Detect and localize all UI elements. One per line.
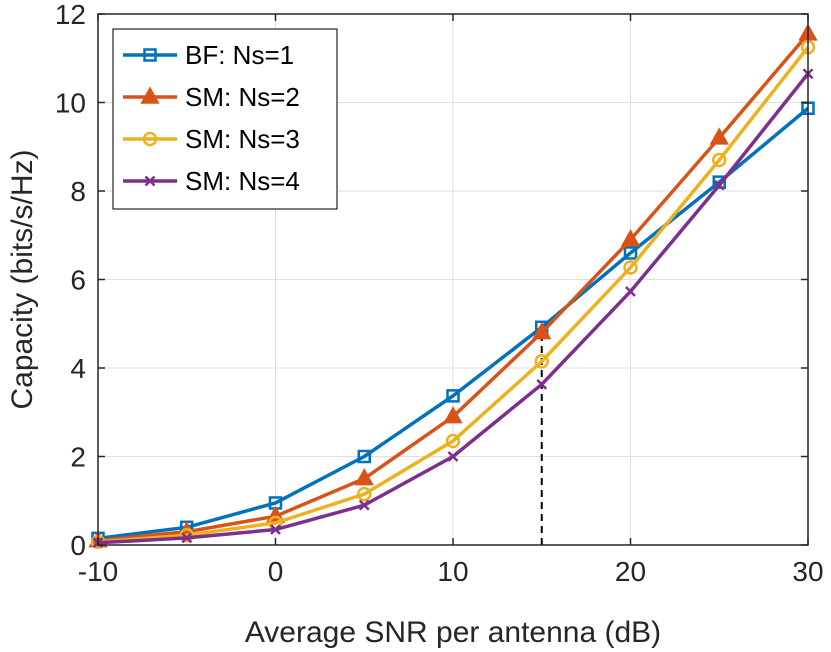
data-point — [625, 286, 636, 297]
data-point — [181, 532, 193, 544]
y-tick-label: 6 — [70, 265, 86, 296]
data-point — [709, 127, 729, 145]
data-point — [532, 322, 552, 340]
legend-marker — [142, 131, 158, 147]
legend-label: SM: Ns=2 — [185, 82, 300, 112]
data-point — [443, 406, 463, 424]
legend-label: SM: Ns=3 — [185, 124, 300, 154]
series-line — [97, 46, 810, 544]
legend-marker — [144, 175, 156, 187]
y-tick-label: 12 — [55, 0, 86, 30]
data-point — [446, 389, 460, 403]
y-tick-label: 10 — [55, 88, 86, 119]
x-tick-label: 10 — [437, 556, 468, 587]
legend-item: SM: Ns=3 — [123, 124, 300, 154]
y-axis-title: Capacity (bits/s/Hz) — [6, 149, 39, 409]
data-point — [623, 260, 638, 275]
data-point — [712, 152, 727, 168]
x-tick-label: 20 — [615, 556, 646, 587]
data-point — [445, 433, 461, 449]
data-point — [354, 468, 374, 486]
series-line — [97, 106, 810, 541]
x-tick-label: 0 — [268, 556, 284, 587]
data-point — [536, 378, 548, 390]
data-point — [270, 524, 281, 535]
legend-label: BF: Ns=1 — [185, 40, 294, 70]
legend-item: SM: Ns=4 — [123, 166, 300, 196]
legend: BF: Ns=1 SM: Ns=2 SM: Ns=3 SM: Ns=4 — [112, 28, 338, 210]
legend-label: SM: Ns=4 — [185, 166, 300, 196]
data-point — [534, 354, 549, 369]
data-point — [357, 449, 371, 464]
data-point — [358, 499, 370, 511]
y-tick-label: 8 — [70, 176, 86, 207]
y-tick-label: 4 — [70, 353, 86, 384]
data-point — [623, 246, 638, 260]
legend-item: SM: Ns=2 — [123, 82, 300, 112]
x-tick-label: -10 — [78, 556, 118, 587]
y-tick-label: 0 — [70, 530, 86, 561]
data-point — [179, 528, 194, 543]
data-point — [620, 229, 641, 247]
x-tick-label: 30 — [792, 556, 823, 587]
legend-marker — [143, 48, 157, 62]
series-layer — [88, 23, 818, 550]
y-tick-label: 2 — [70, 442, 86, 473]
legend-item: BF: Ns=1 — [123, 40, 294, 70]
data-point — [357, 486, 372, 502]
legend-marker — [140, 86, 160, 104]
x-axis-title: Average SNR per antenna (dB) — [245, 616, 661, 649]
data-point — [447, 451, 459, 462]
data-point — [713, 179, 725, 191]
